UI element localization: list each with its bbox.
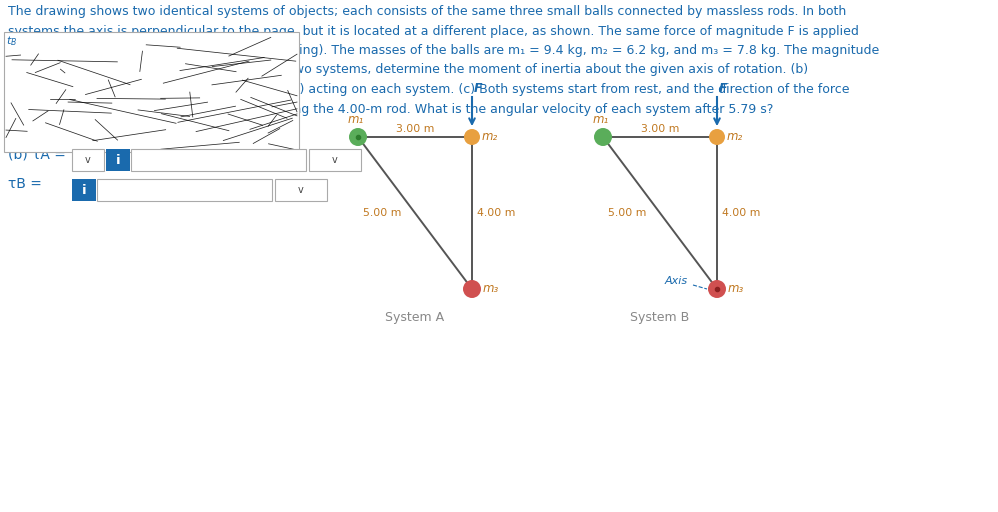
Text: v: v	[298, 185, 303, 195]
Text: systems the axis is perpendicular to the page, but it is located at a different : systems the axis is perpendicular to the…	[8, 25, 859, 37]
Text: F: F	[474, 82, 482, 95]
Circle shape	[464, 129, 480, 145]
Text: of the force is F = 493 N. (a) For each of the two systems, determine the moment: of the force is F = 493 N. (a) For each …	[8, 63, 808, 76]
Bar	[4, 32, 299, 152]
Circle shape	[463, 280, 481, 298]
Text: The drawing shows two identical systems of objects; each consists of the same th: The drawing shows two identical systems …	[8, 5, 846, 18]
Text: 5.00 m: 5.00 m	[608, 208, 646, 218]
Circle shape	[709, 129, 725, 145]
Text: Axis: Axis	[665, 276, 689, 286]
Text: 5.00 m: 5.00 m	[362, 208, 401, 218]
Bar	[106, 149, 130, 171]
Text: m₁: m₁	[348, 113, 364, 126]
Text: v: v	[332, 155, 338, 165]
Text: 3.00 m: 3.00 m	[641, 124, 680, 134]
Text: i: i	[82, 183, 86, 197]
Circle shape	[594, 128, 612, 146]
Text: Calculate the torque (magnitude and direction) acting on each system. (c) Both s: Calculate the torque (magnitude and dire…	[8, 83, 849, 96]
Text: m₃: m₃	[483, 283, 499, 295]
Text: F: F	[719, 82, 728, 95]
Text: v: v	[85, 155, 91, 165]
Text: System A: System A	[385, 311, 444, 324]
Bar	[275, 179, 327, 201]
Text: i: i	[116, 154, 121, 166]
Text: τB =: τB =	[8, 177, 42, 191]
Text: moves with the system and always points along the 4.00-m rod. What is the angula: moves with the system and always points …	[8, 102, 773, 116]
Text: $t_B$: $t_B$	[6, 34, 17, 48]
Bar	[72, 179, 96, 201]
Text: 3.00 m: 3.00 m	[396, 124, 434, 134]
Text: to the same ball in each system (see the drawing). The masses of the balls are m: to the same ball in each system (see the…	[8, 44, 879, 57]
Circle shape	[349, 128, 367, 146]
Circle shape	[708, 280, 726, 298]
Text: m₁: m₁	[593, 113, 609, 126]
Bar	[131, 149, 306, 171]
Text: Axis: Axis	[324, 150, 347, 160]
Text: 4.00 m: 4.00 m	[477, 208, 515, 218]
Text: m₂: m₂	[482, 130, 498, 142]
Text: System B: System B	[631, 311, 690, 324]
Text: 4.00 m: 4.00 m	[722, 208, 760, 218]
Text: m₃: m₃	[728, 283, 745, 295]
Bar	[72, 149, 104, 171]
Bar	[309, 149, 361, 171]
Text: (b) τA =: (b) τA =	[8, 147, 66, 161]
Text: m₂: m₂	[727, 130, 744, 142]
Bar	[97, 179, 272, 201]
